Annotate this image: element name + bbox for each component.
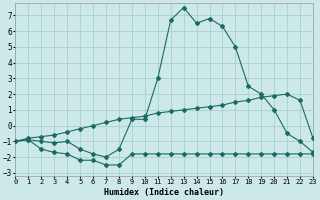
X-axis label: Humidex (Indice chaleur): Humidex (Indice chaleur) — [104, 188, 224, 197]
